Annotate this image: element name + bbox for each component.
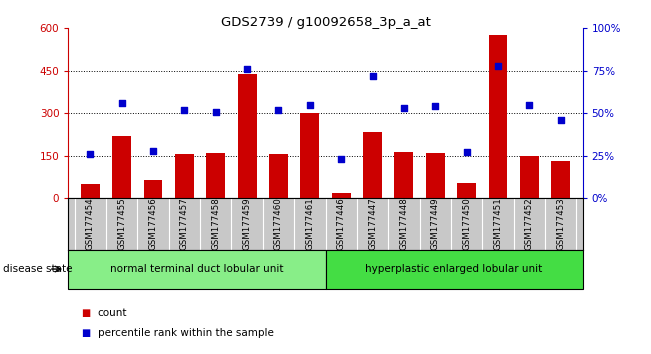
Bar bbox=[68, 250, 326, 289]
Bar bbox=[206, 154, 225, 198]
Bar bbox=[175, 154, 194, 198]
Point bbox=[179, 107, 189, 113]
Bar bbox=[520, 156, 539, 198]
Text: GSM177447: GSM177447 bbox=[368, 198, 377, 250]
Text: GSM177448: GSM177448 bbox=[400, 198, 408, 250]
Text: GSM177452: GSM177452 bbox=[525, 198, 534, 250]
Point bbox=[493, 63, 503, 69]
Text: GSM177458: GSM177458 bbox=[211, 198, 220, 250]
Text: GSM177453: GSM177453 bbox=[556, 198, 565, 250]
Bar bbox=[426, 154, 445, 198]
Bar bbox=[332, 193, 351, 198]
Point bbox=[336, 156, 346, 162]
Text: GSM177455: GSM177455 bbox=[117, 198, 126, 250]
Point bbox=[524, 102, 534, 108]
Text: GSM177449: GSM177449 bbox=[431, 198, 440, 250]
Point bbox=[462, 149, 472, 155]
Bar bbox=[551, 161, 570, 198]
Point bbox=[273, 107, 284, 113]
Bar bbox=[457, 183, 476, 198]
Bar bbox=[326, 250, 583, 289]
Text: GSM177457: GSM177457 bbox=[180, 198, 189, 250]
Text: GSM177459: GSM177459 bbox=[243, 198, 251, 250]
Bar bbox=[112, 136, 131, 198]
Bar bbox=[144, 180, 163, 198]
Point bbox=[242, 66, 253, 72]
Point bbox=[398, 105, 409, 111]
Text: GSM177460: GSM177460 bbox=[274, 198, 283, 250]
Bar bbox=[488, 35, 507, 198]
Text: GSM177454: GSM177454 bbox=[86, 198, 95, 250]
Point bbox=[148, 148, 158, 154]
Point bbox=[117, 100, 127, 106]
Text: GSM177461: GSM177461 bbox=[305, 198, 314, 250]
Text: count: count bbox=[98, 308, 127, 318]
Point bbox=[430, 104, 441, 109]
Text: GSM177446: GSM177446 bbox=[337, 198, 346, 250]
Text: ■: ■ bbox=[81, 308, 90, 318]
Bar bbox=[81, 184, 100, 198]
Point bbox=[305, 102, 315, 108]
Point bbox=[210, 109, 221, 114]
Point bbox=[367, 73, 378, 79]
Text: GSM177450: GSM177450 bbox=[462, 198, 471, 250]
Text: disease state: disease state bbox=[3, 264, 73, 274]
Bar bbox=[300, 113, 319, 198]
Text: ■: ■ bbox=[81, 328, 90, 338]
Text: normal terminal duct lobular unit: normal terminal duct lobular unit bbox=[110, 264, 284, 274]
Text: GSM177451: GSM177451 bbox=[493, 198, 503, 250]
Bar bbox=[363, 132, 382, 198]
Text: GSM177456: GSM177456 bbox=[148, 198, 158, 250]
Point bbox=[555, 117, 566, 123]
Bar bbox=[238, 74, 256, 198]
Text: hyperplastic enlarged lobular unit: hyperplastic enlarged lobular unit bbox=[365, 264, 543, 274]
Bar bbox=[269, 154, 288, 198]
Text: percentile rank within the sample: percentile rank within the sample bbox=[98, 328, 273, 338]
Point bbox=[85, 151, 96, 157]
Bar bbox=[395, 152, 413, 198]
Text: GDS2739 / g10092658_3p_a_at: GDS2739 / g10092658_3p_a_at bbox=[221, 16, 430, 29]
